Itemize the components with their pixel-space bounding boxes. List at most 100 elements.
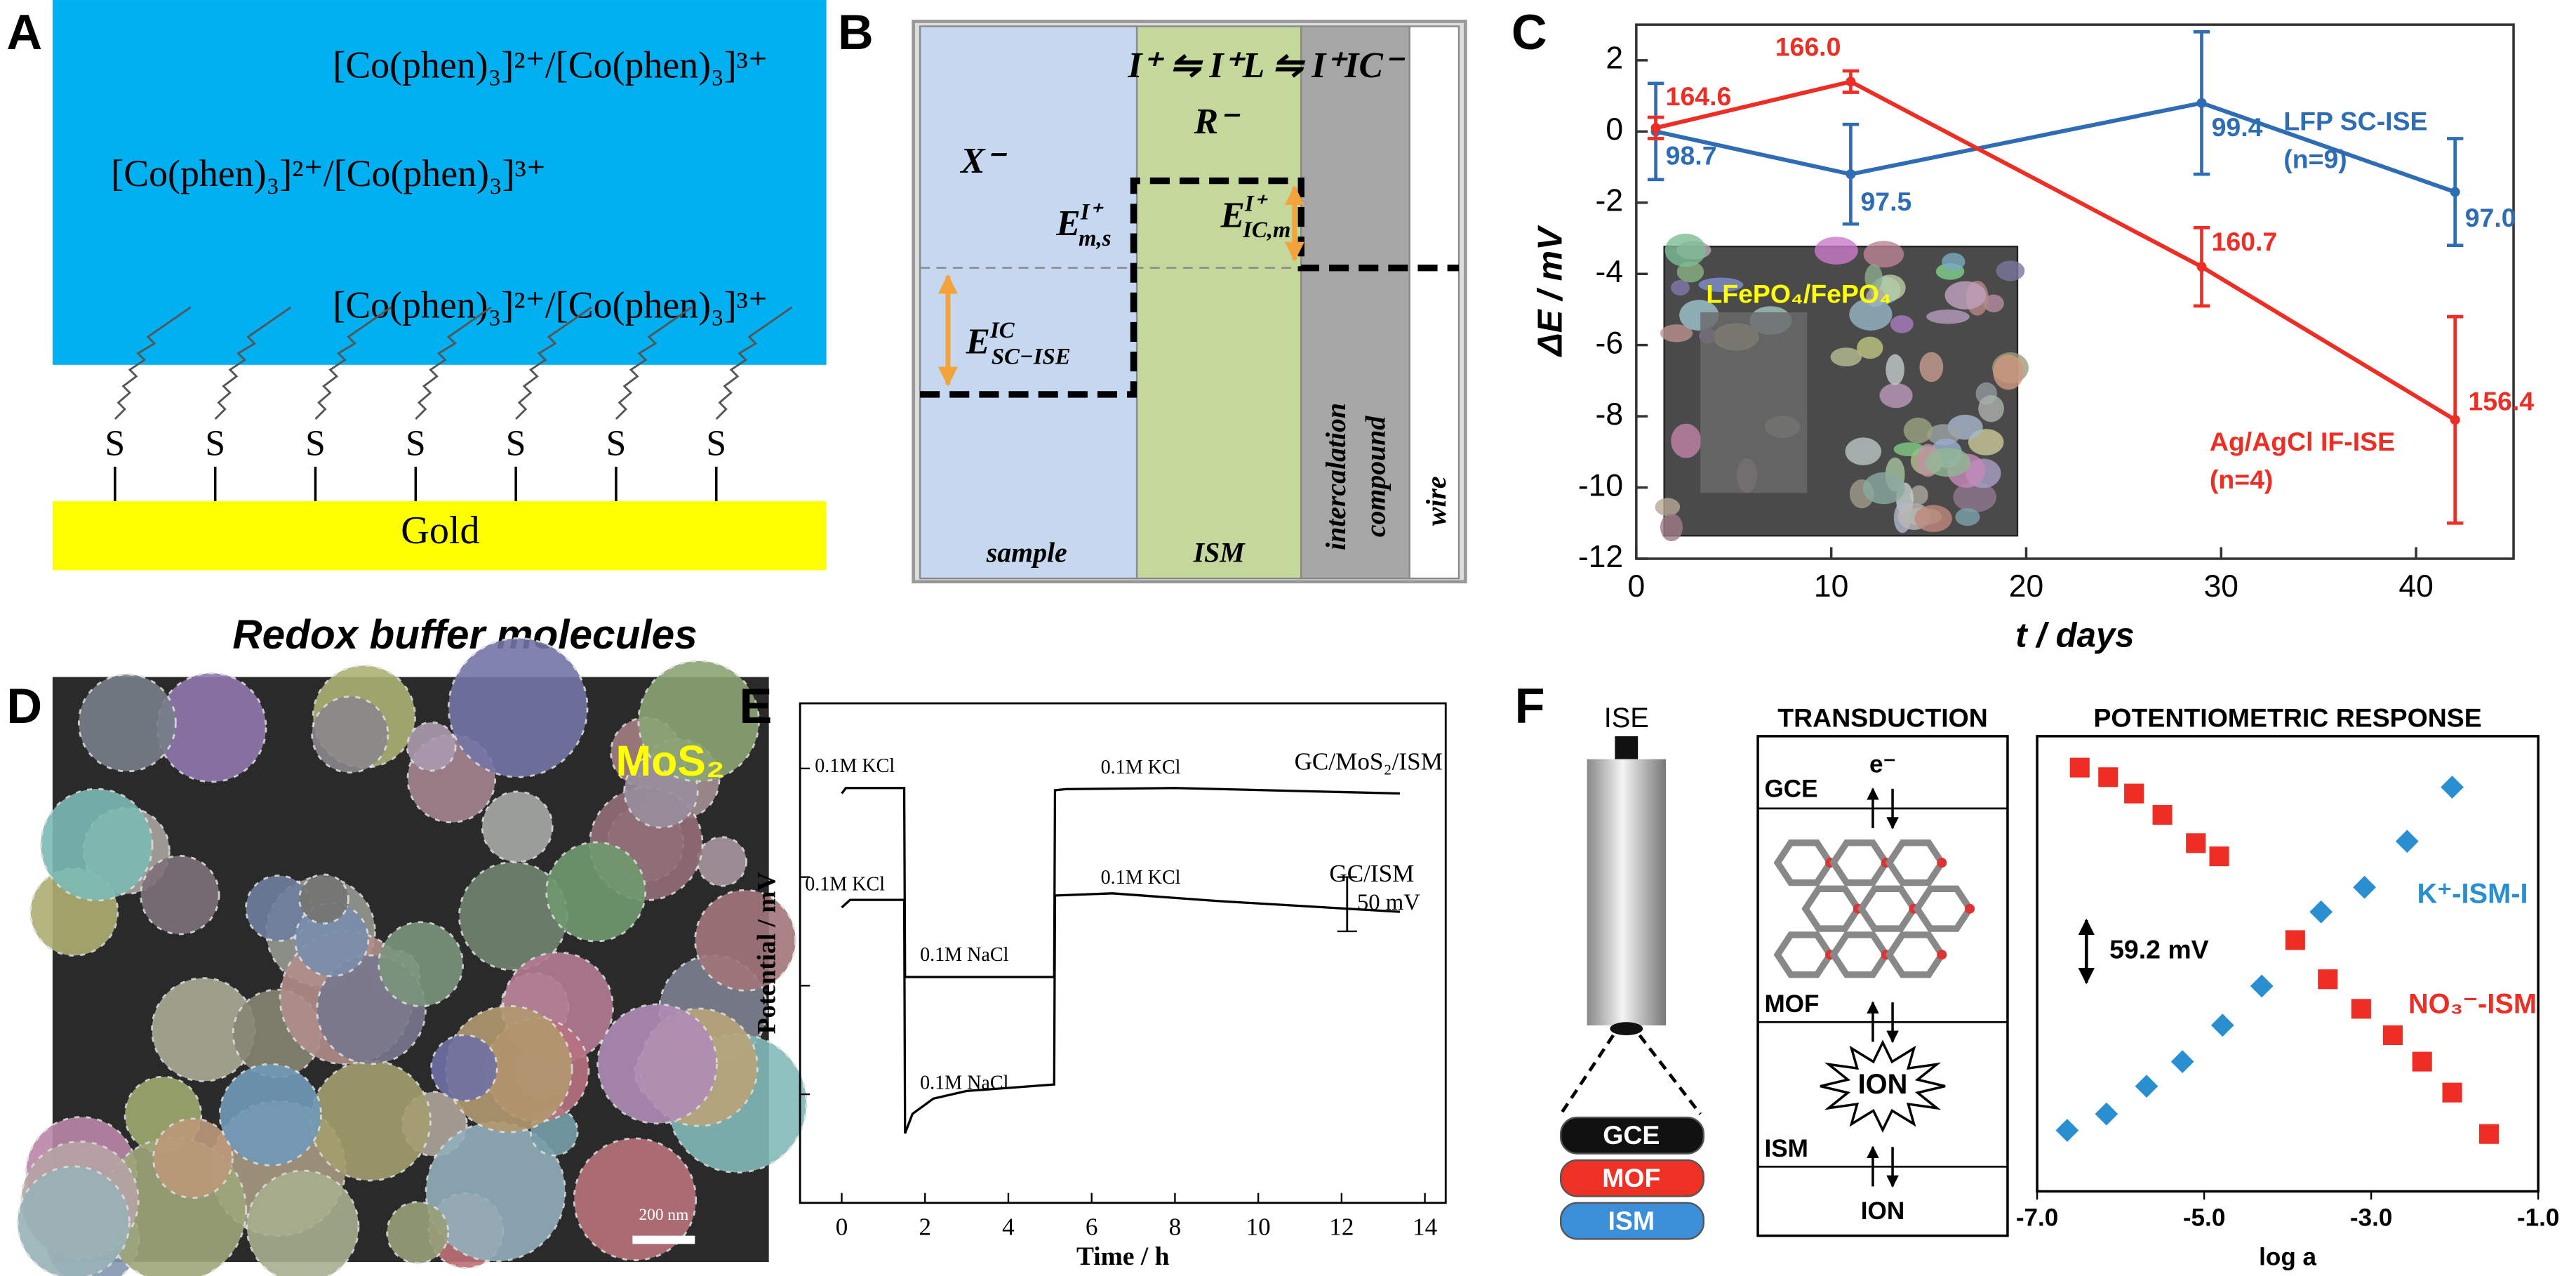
ion-label: ION [1861, 1197, 1904, 1225]
point [2442, 1082, 2462, 1103]
point-label: 164.6 [1666, 81, 1732, 111]
x-tick-label: 30 [2204, 569, 2238, 604]
point [2412, 1051, 2432, 1072]
point [2124, 783, 2144, 804]
transduction-title: TRANSDUCTION [1777, 703, 1987, 732]
solution-label: 0.1M NaCl [920, 944, 1009, 966]
x-axis-label: log a [2259, 1244, 2316, 1271]
grain [1942, 253, 1966, 271]
potential-base: E [1220, 195, 1245, 235]
mof-pore [1773, 839, 1834, 886]
flower-particle [545, 841, 647, 943]
potential-sup: IC [989, 317, 1015, 343]
flower-particle [386, 1201, 450, 1265]
x-tick-label: 6 [1086, 1213, 1098, 1240]
flower-particle [696, 836, 747, 887]
point [2135, 1075, 2158, 1098]
solution-label: 0.1M KCl [1101, 757, 1181, 778]
x-tick-label: -5.0 [2183, 1204, 2226, 1231]
membrane-ion: R⁻ [1194, 102, 1241, 142]
material-label: MoS₂ [615, 737, 725, 785]
alkyl-chain [415, 306, 492, 420]
zoom-line [1638, 1034, 1702, 1115]
y-tick-label: -12 [1578, 540, 1623, 574]
point-label: 99.4 [2212, 112, 2263, 142]
region [1408, 25, 1460, 580]
ion-label: ION [1858, 1069, 1908, 1100]
grain [1926, 309, 1970, 324]
alkyl-chain [615, 306, 693, 420]
grain [1849, 298, 1893, 331]
x-tick-label: 0 [836, 1213, 848, 1240]
x-tick-label: -7.0 [2016, 1204, 2059, 1231]
alkyl-chain [314, 306, 392, 420]
y-tick-label: 2 [1606, 41, 1623, 76]
point [2186, 833, 2206, 853]
solution-label: 0.1M KCl [805, 873, 885, 895]
point [2318, 969, 2338, 990]
grain [1978, 394, 2004, 423]
x-tick-label: 20 [2009, 569, 2043, 604]
point [2196, 98, 2207, 108]
grain [1655, 498, 1681, 517]
mof-pore [1857, 885, 1918, 932]
grain [1993, 354, 2024, 390]
mof-pore [1801, 885, 1862, 932]
layer-label: GCE [1603, 1120, 1660, 1150]
x-tick-label: 10 [1246, 1213, 1271, 1240]
flower-particle [406, 721, 457, 772]
grain [1996, 260, 2025, 281]
solution-label: 0.1M NaCl [920, 1072, 1009, 1094]
grain [1660, 324, 1693, 343]
potential-label: EIC SC−ISE [966, 317, 1071, 368]
flower-particle [447, 637, 589, 778]
potential-sub: SC−ISE [992, 344, 1071, 369]
point [2285, 930, 2305, 950]
slope-label: 59.2 mV [2109, 934, 2209, 964]
point [2383, 1025, 2403, 1046]
sample-ion: X⁻ [959, 141, 1007, 181]
trace [841, 892, 1401, 1134]
electrode-contact [1615, 736, 1639, 759]
grain [1886, 354, 1904, 385]
point [2450, 187, 2460, 197]
flower-particle [77, 673, 177, 773]
point [2353, 875, 2376, 899]
grain [1660, 513, 1683, 542]
point [2055, 1119, 2079, 1142]
x-tick-label: -1.0 [2517, 1204, 2560, 1231]
point [2098, 767, 2118, 787]
layer-label: ISM [1608, 1206, 1655, 1235]
point [2095, 1102, 2118, 1126]
mof-pore [1913, 885, 1974, 932]
flower-particle [430, 1034, 498, 1102]
y-tick-label: -10 [1578, 468, 1623, 503]
potential-sup: I⁺ [1080, 199, 1105, 225]
zoom-line [1559, 1034, 1615, 1115]
region [919, 25, 1138, 580]
flower-particle [156, 672, 267, 783]
mof-pore [1773, 931, 1834, 978]
alkyl-chain [515, 306, 592, 420]
point [2170, 1050, 2194, 1073]
flower-particle [140, 855, 220, 936]
x-tick-label: 10 [1814, 569, 1848, 604]
point-label: 97.0 [2465, 203, 2516, 232]
region-label: compound [1360, 416, 1391, 538]
point [2152, 805, 2173, 825]
x-tick-label: 12 [1329, 1213, 1354, 1240]
grain [1955, 508, 1980, 526]
alkyl-chain [114, 306, 192, 420]
electrode-tip [1610, 1022, 1643, 1035]
redox-couple: [Co(phen)₃]²⁺/[Co(phen)₃]³⁺ [111, 152, 546, 194]
flower-particle [481, 790, 554, 863]
y-axis-label: ΔE / mV [1530, 225, 1569, 357]
region-label: ISM [1193, 537, 1246, 568]
panel-letter: F [1515, 678, 1545, 733]
panel-letter: D [6, 678, 42, 733]
point-label: 166.0 [1775, 32, 1841, 61]
grain [1909, 485, 1928, 505]
thiol-anchor: S [406, 424, 426, 464]
x-axis-label: Time / h [1076, 1242, 1170, 1271]
flower-particle [311, 696, 389, 774]
